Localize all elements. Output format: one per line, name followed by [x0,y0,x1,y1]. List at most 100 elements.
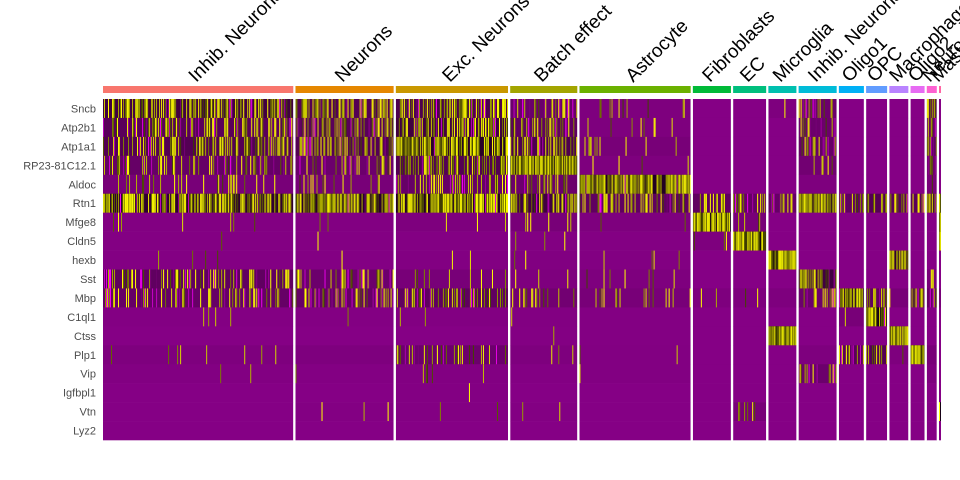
heatmap-cell [223,193,225,213]
heatmap-cell [939,288,941,308]
heatmap-cell [251,269,253,289]
heatmap-cell [599,174,601,195]
heatmap-cell [464,117,466,138]
cluster-bar [866,86,888,93]
heatmap-cell [405,136,407,157]
heatmap-cell [879,288,881,308]
heatmap-cell [437,155,439,176]
heatmap-cell [372,117,374,138]
heatmap-cell [388,136,390,157]
heatmap-cell [643,288,645,308]
heatmap-cell [772,326,774,346]
heatmap-cell [346,99,348,119]
heatmap-cell [178,193,180,213]
heatmap-cell [830,99,832,119]
heatmap-cell [312,193,314,213]
heatmap-cell [490,99,492,119]
heatmap-cell [399,136,401,157]
heatmap-cell [800,193,802,213]
cluster-bar [579,86,691,93]
heatmap-cell [350,155,352,176]
heatmap-cell [261,288,263,308]
heatmap-cell [892,250,894,270]
heatmap-cell [343,99,345,119]
heatmap-cell [442,288,444,308]
heatmap-cell [919,288,921,308]
heatmap-cell [783,193,785,213]
heatmap-cell [230,193,232,213]
heatmap-cell [384,117,386,138]
heatmap-cell [745,231,747,251]
heatmap-cell [798,364,837,384]
heatmap-cell [275,193,277,213]
heatmap-cell [752,231,754,251]
heatmap-cell [172,136,174,157]
heatmap-cell [326,117,328,138]
heatmap-cell [177,269,179,289]
heatmap-cell [445,212,447,232]
heatmap-cell [610,193,612,213]
heatmap-cell [645,288,647,308]
heatmap-cell [377,99,379,119]
heatmap-cell [154,117,156,138]
heatmap-cell [724,212,726,232]
heatmap-cell [511,307,513,327]
heatmap-cell [579,402,691,422]
heatmap-cell [305,136,307,157]
heatmap-cell [378,174,380,195]
heatmap-cell [303,136,305,157]
heatmap-cell [340,269,342,289]
heatmap-cell [504,174,506,195]
heatmap-cell [902,250,904,270]
heatmap-cell [860,288,862,308]
heatmap-cell [813,155,815,176]
heatmap-cell [794,250,796,270]
heatmap-cell [372,288,374,308]
heatmap-cell [733,364,767,384]
heatmap-cell [470,117,472,138]
heatmap-cell [780,250,782,270]
heatmap-cell [285,269,287,289]
heatmap-cell [926,421,937,441]
heatmap-cell [834,288,836,308]
heatmap-cell [581,174,583,195]
heatmap-cell [429,288,431,308]
heatmap-cell [528,155,530,176]
heatmap-cell [450,136,452,157]
heatmap-cell [838,364,864,384]
heatmap-cell [688,193,690,213]
heatmap-cell [439,99,441,119]
heatmap-cell [536,155,538,176]
heatmap-cell [310,174,312,195]
heatmap-cell [656,193,658,213]
heatmap-cell [252,269,254,289]
heatmap-cell [143,174,145,195]
heatmap-cell [244,193,246,213]
heatmap-cell [191,99,193,119]
heatmap-cell [128,288,130,308]
heatmap-cell [427,117,429,138]
heatmap-cell [172,155,174,176]
heatmap-cell [401,99,403,119]
heatmap-cell [787,193,789,213]
heatmap-cell [253,288,255,308]
heatmap-cell [456,117,458,138]
heatmap-cell [707,212,709,232]
heatmap-cell [377,117,379,138]
heatmap-cell [436,193,438,213]
heatmap-cell [226,193,228,213]
heatmap-cell [559,402,561,422]
heatmap-cell [450,155,452,176]
heatmap-cell [572,99,574,119]
heatmap-cell [269,155,271,176]
heatmap-cell [432,117,434,138]
heatmap-cell [623,174,625,195]
heatmap-cell [455,288,457,308]
heatmap-cell [486,136,488,157]
heatmap-cell [672,174,674,195]
heatmap-cell [911,345,913,365]
heatmap-cell [769,326,771,346]
heatmap-cell [409,136,411,157]
heatmap-cell [462,117,464,138]
heatmap-cell [426,117,428,138]
